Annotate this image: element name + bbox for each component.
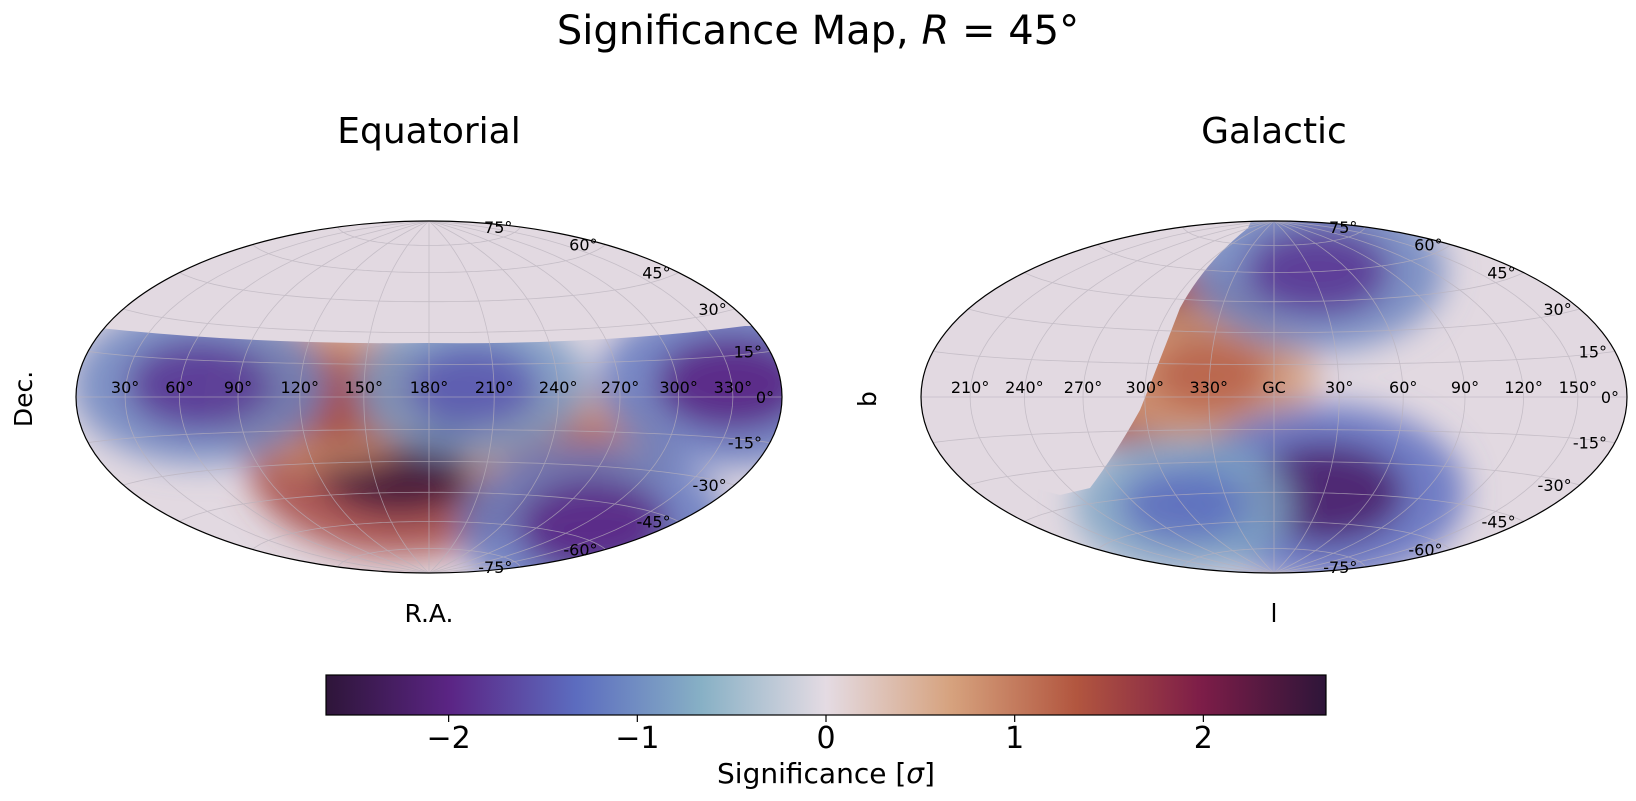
latitude-tick-label: 15°: [1579, 342, 1607, 361]
latitude-tick-label: 60°: [1414, 236, 1442, 255]
graticule-meridian: [1144, 221, 1275, 573]
longitude-tick-label: 240°: [1005, 378, 1044, 397]
latitude-tick-label: -15°: [728, 434, 762, 453]
latitude-tick-label: 45°: [642, 264, 670, 283]
longitude-tick-label: 90°: [1451, 378, 1479, 397]
latitude-tick-label: 75°: [1329, 218, 1357, 237]
longitude-tick-label: 150°: [1559, 378, 1598, 397]
graticule-meridian: [1023, 221, 1275, 573]
heatmap-core: [406, 345, 539, 427]
longitude-tick-label: 150°: [345, 378, 384, 397]
colorbar-tick-label: −1: [615, 721, 659, 756]
longitude-tick-label: 270°: [1064, 378, 1103, 397]
equatorial-title: Equatorial: [337, 111, 520, 152]
graticule-meridian: [428, 221, 621, 573]
graticule-meridian: [1273, 221, 1466, 573]
equatorial-outline: [75, 220, 783, 574]
colorbar-tick-label: −2: [427, 721, 471, 756]
latitude-tick-label: 45°: [1487, 264, 1515, 283]
graticule-meridian: [124, 221, 430, 573]
longitude-tick-label: 300°: [1126, 378, 1165, 397]
galactic-xlabel: l: [1271, 599, 1278, 628]
graticule-meridian: [1082, 221, 1275, 573]
longitude-tick-label: 330°: [714, 378, 753, 397]
longitude-tick-label: 240°: [539, 378, 578, 397]
longitude-tick-label: GC: [1262, 378, 1286, 397]
galactic-graticule: [921, 221, 1627, 573]
longitude-tick-label: 210°: [475, 378, 514, 397]
longitude-tick-label: 330°: [1190, 378, 1229, 397]
equatorial-graticule: [76, 221, 782, 573]
colorbar-label: Significance [σ]: [717, 757, 935, 790]
longitude-tick-label: 60°: [1389, 378, 1417, 397]
latitude-tick-label: 30°: [1543, 300, 1571, 319]
heatmap-core: [127, 341, 271, 429]
latitude-tick-label: -15°: [1573, 434, 1607, 453]
latitude-tick-label: -30°: [693, 476, 727, 495]
longitude-tick-label: 270°: [601, 378, 640, 397]
graticule-meridian: [428, 221, 495, 573]
galactic-ylabel: b: [853, 391, 882, 407]
colorbar: [325, 674, 1327, 716]
equatorial-map: 330° 300° 270° 240° 210° 180° 150° 120° 90° 60° 30…: [75, 218, 783, 577]
latitude-tick-label: -60°: [563, 540, 597, 559]
latitude-tick-label: 0°: [1601, 388, 1619, 407]
longitude-tick-label: 210°: [951, 378, 990, 397]
graticule-meridian: [1273, 221, 1340, 573]
colorbar-tick-label: 1: [1005, 721, 1024, 756]
longitude-tick-label: 30°: [1325, 378, 1353, 397]
latitude-tick-label: -45°: [636, 513, 670, 532]
latitude-tick-label: -75°: [478, 558, 512, 577]
longitude-tick-label: 180°: [410, 378, 449, 397]
latitude-tick-label: -60°: [1408, 540, 1442, 559]
graticule-meridian: [1273, 221, 1525, 573]
latitude-tick-label: -30°: [1538, 476, 1572, 495]
latitude-tick-label: -75°: [1323, 558, 1357, 577]
latitude-tick-label: 60°: [569, 236, 597, 255]
graticule-meridian: [1208, 221, 1275, 573]
colorbar-tick-label: 0: [816, 721, 835, 756]
latitude-tick-label: -45°: [1481, 513, 1515, 532]
graticule-meridian: [428, 221, 680, 573]
equatorial-xlabel: R.A.: [404, 599, 453, 628]
longitude-tick-label: 60°: [165, 378, 193, 397]
graticule-meridian: [363, 221, 430, 573]
latitude-tick-label: 30°: [698, 300, 726, 319]
latitude-tick-label: 0°: [756, 388, 774, 407]
graticule-meridian: [299, 221, 430, 573]
graticule-meridian: [237, 221, 430, 573]
longitude-tick-label: 90°: [224, 378, 252, 397]
longitude-tick-label: 300°: [659, 378, 698, 397]
latitude-tick-label: 15°: [734, 342, 762, 361]
longitude-tick-label: 30°: [111, 378, 139, 397]
graticule-meridian: [428, 221, 559, 573]
graticule-meridian: [969, 221, 1275, 573]
graticule-meridian: [1273, 221, 1579, 573]
galactic-title: Galactic: [1201, 111, 1347, 152]
galactic-outline: [920, 220, 1628, 574]
figure-title: Significance Map, R = 45°: [557, 8, 1079, 54]
latitude-tick-label: 75°: [484, 218, 512, 237]
longitude-tick-label: 120°: [281, 378, 320, 397]
longitude-tick-label: 120°: [1504, 378, 1543, 397]
equatorial-masked-region: [76, 221, 782, 344]
graticule-meridian: [1273, 221, 1404, 573]
galactic-map: 150°120°90°60°30°GC330°300°270°240°210° …: [920, 218, 1628, 577]
graticule-meridian: [428, 221, 734, 573]
graticule-meridian: [178, 221, 430, 573]
equatorial-ylabel: Dec.: [9, 371, 38, 427]
colorbar-tick-label: 2: [1194, 721, 1213, 756]
